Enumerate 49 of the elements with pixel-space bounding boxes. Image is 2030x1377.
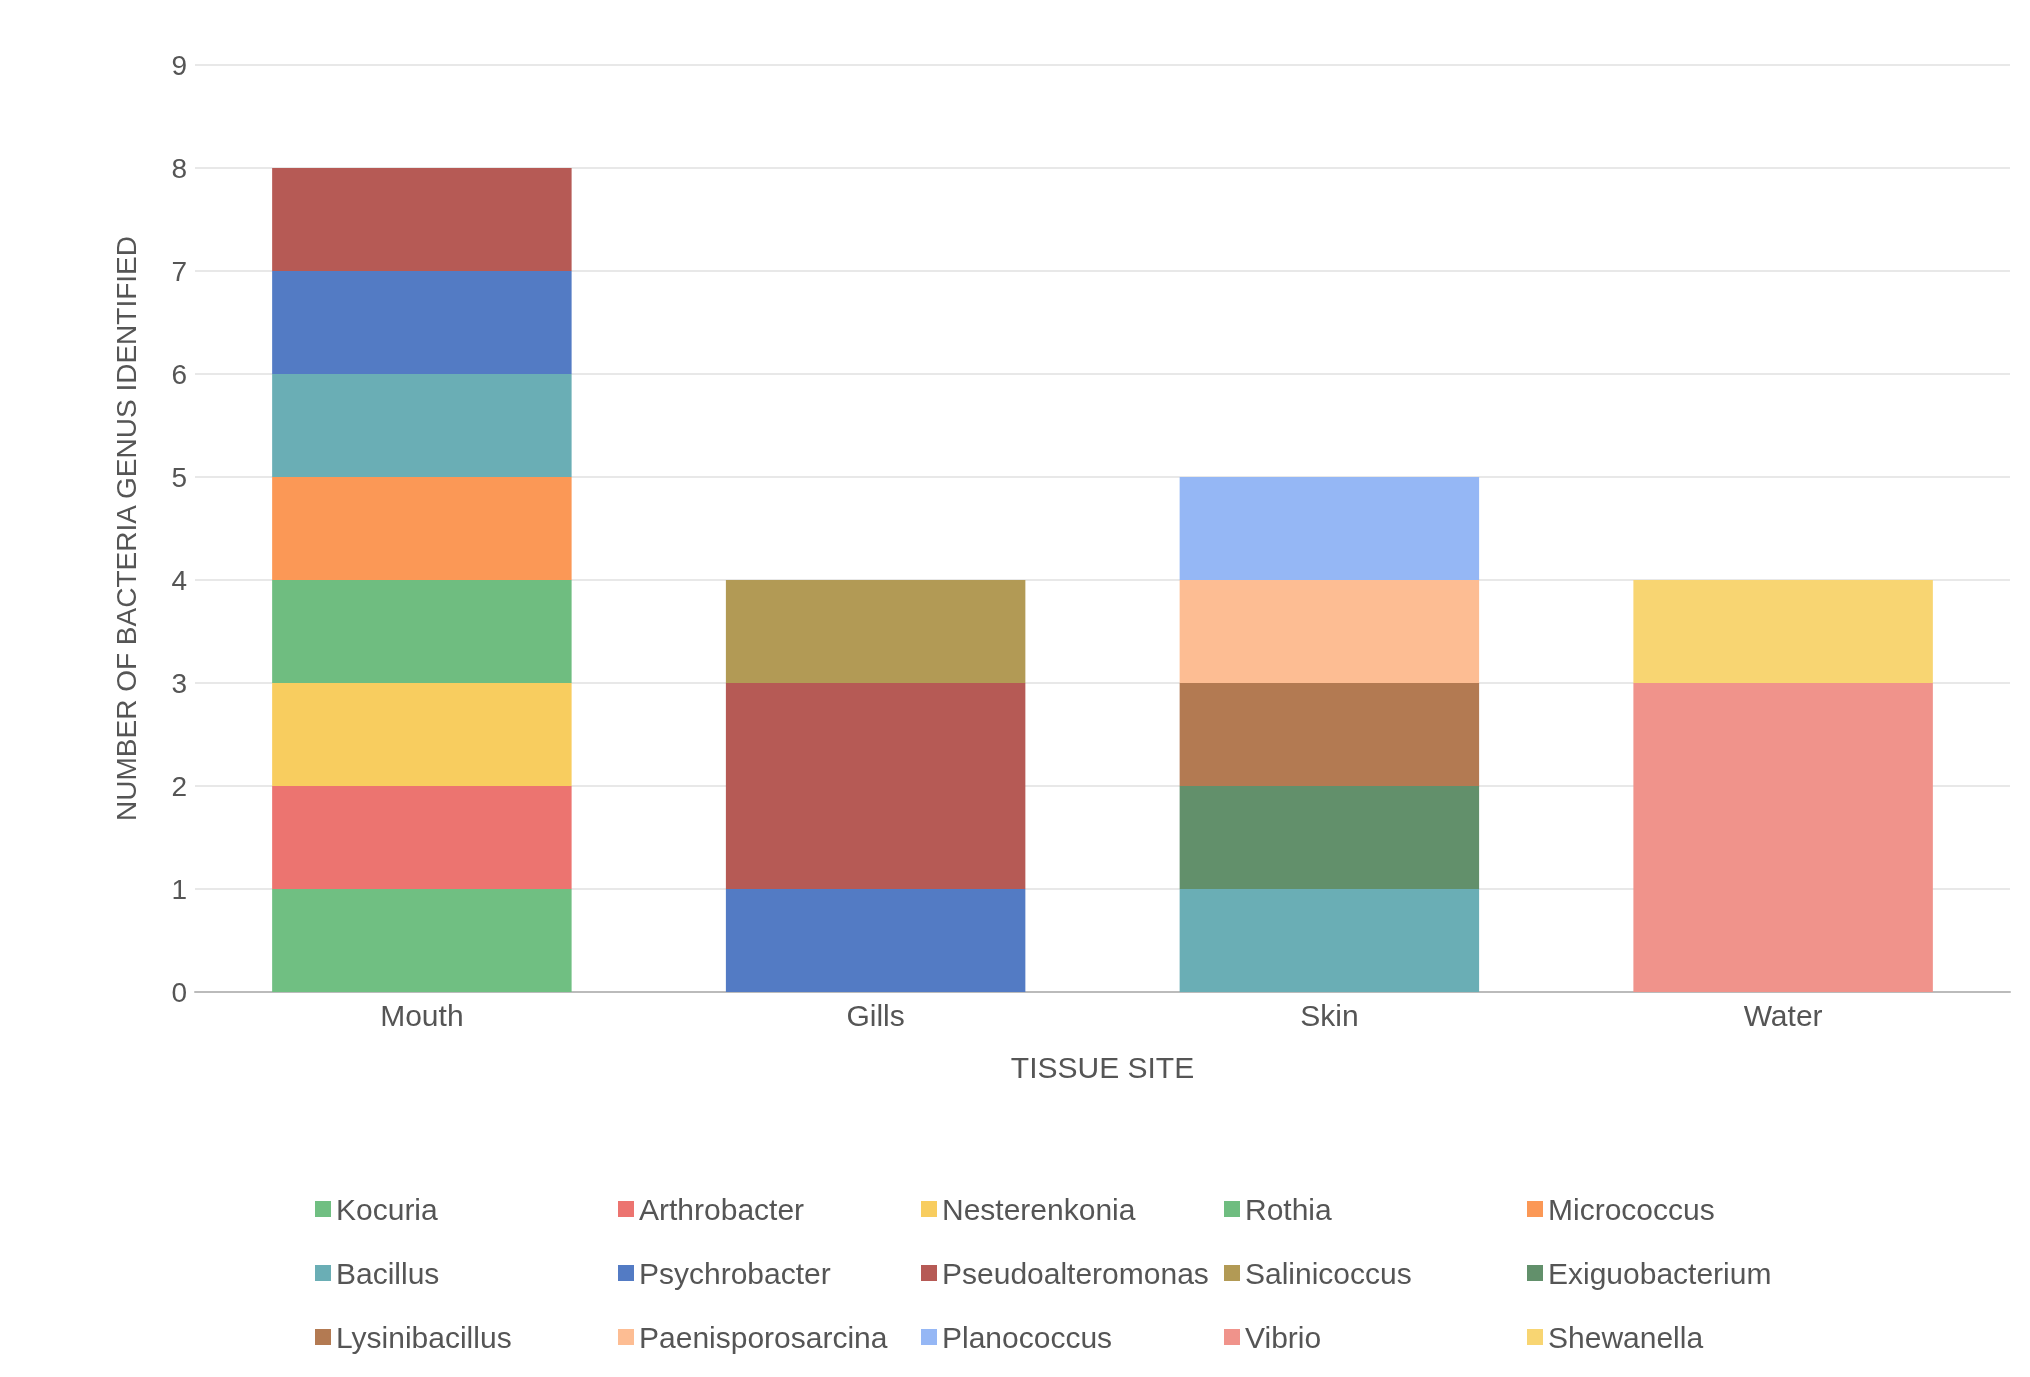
- y-tick-label: 4: [171, 564, 187, 596]
- y-tick-label: 0: [171, 976, 187, 1008]
- y-axis-title: NUMBER OF BACTERIA GENUS IDENTIFIED: [110, 236, 142, 821]
- y-tick-label: 9: [171, 49, 187, 81]
- x-tick-label: Skin: [1300, 998, 1359, 1032]
- y-tick-label: 2: [171, 770, 187, 802]
- bar: [272, 889, 572, 992]
- legend-label: Bacillus: [336, 1256, 440, 1290]
- y-tick-label: 1: [171, 873, 187, 905]
- legend-label: Shewanella: [1548, 1320, 1704, 1354]
- bar: [1179, 477, 1480, 580]
- x-axis-title: TISSUE SITE: [1010, 1050, 1195, 1084]
- legend-label: Planococcus: [942, 1320, 1113, 1354]
- x-tick-label: Mouth: [380, 998, 464, 1032]
- bar: [272, 374, 572, 477]
- legend-label: Salinicoccus: [1245, 1256, 1412, 1290]
- legend-label: Psychrobacter: [639, 1256, 831, 1290]
- legend-label: Kocuria: [336, 1192, 439, 1226]
- y-tick-label: 8: [171, 152, 187, 184]
- bar: [1633, 683, 1933, 992]
- y-tick-label: 3: [171, 667, 187, 699]
- bar: [1179, 580, 1480, 683]
- bar: [272, 683, 572, 786]
- y-tick-label: 5: [171, 461, 187, 493]
- bar: [1179, 786, 1480, 889]
- y-tick-label: 7: [171, 255, 187, 287]
- x-tick-label: Water: [1743, 998, 1823, 1032]
- bar: [272, 477, 572, 580]
- legend-label: Vibrio: [1245, 1320, 1322, 1354]
- bar: [272, 271, 572, 374]
- legend-label: Arthrobacter: [639, 1192, 805, 1226]
- bar: [272, 580, 572, 683]
- legend-label: Pseudoalteromonas: [942, 1256, 1209, 1290]
- bar: [1179, 683, 1480, 786]
- legend-label: Rothia: [1245, 1192, 1333, 1226]
- legend-label: Exiguobacterium: [1548, 1256, 1772, 1290]
- y-tick-label: 6: [171, 358, 187, 390]
- bar: [725, 580, 1026, 683]
- legend-label: Paenisporosarcina: [639, 1320, 888, 1354]
- bar: [272, 168, 572, 271]
- x-tick-label: Gills: [846, 998, 905, 1032]
- bar: [1633, 580, 1933, 683]
- legend-label: Lysinibacillus: [336, 1320, 512, 1354]
- legend-label: Micrococcus: [1548, 1192, 1715, 1226]
- bar: [272, 786, 572, 889]
- bar: [725, 889, 1026, 992]
- bar: [1179, 889, 1480, 992]
- legend-label: Nesterenkonia: [942, 1192, 1136, 1226]
- bar: [725, 683, 1026, 889]
